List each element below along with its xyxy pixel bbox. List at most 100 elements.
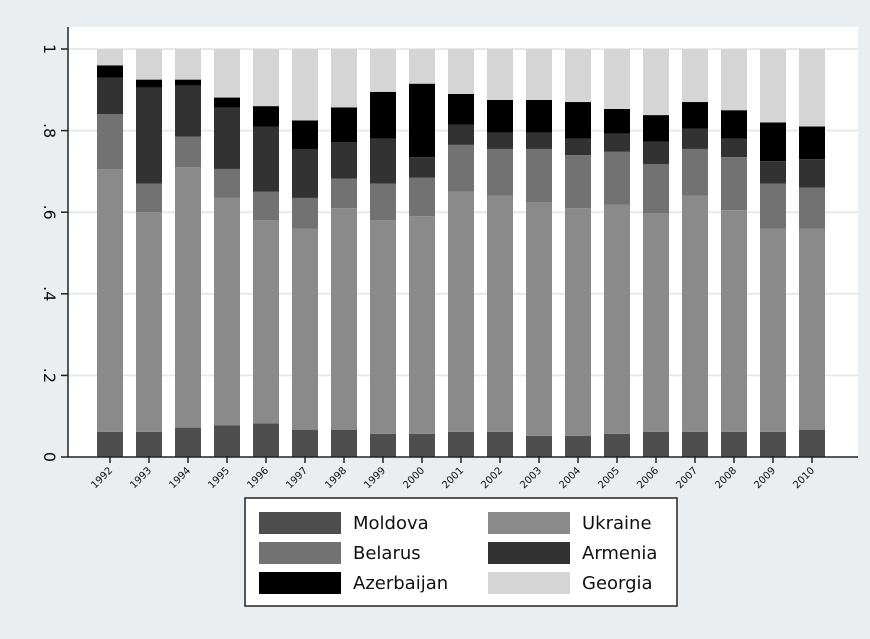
bar-segment [214,197,240,426]
bars [97,49,825,457]
bar-segment [526,49,552,100]
bar-segment [643,213,669,432]
bar-segment [565,208,591,436]
bar-segment [487,195,513,432]
bar-segment [682,49,708,103]
y-tick-label: .4 [40,286,59,301]
bar-segment [799,126,825,160]
legend-label: Azerbaijan [353,573,448,594]
bar-segment [760,183,786,229]
bar-segment [721,210,747,432]
bar-segment [370,49,396,92]
bar-segment [409,83,435,158]
bar-segment [370,220,396,434]
legend-label: Moldova [353,513,429,534]
bar-segment [331,49,357,108]
y-tick-label: .6 [40,205,59,220]
bar-segment [214,107,240,169]
legend-swatch [488,512,570,534]
bar-segment [214,168,240,198]
bar-segment [253,191,279,221]
bar-segment [175,79,201,86]
bar-segment [331,142,357,179]
bar-segment [487,100,513,133]
bar-segment [253,49,279,107]
bar-segment [604,133,630,152]
legend-item: Georgia [488,572,653,594]
legend-swatch [259,512,341,534]
bar-segment [175,136,201,168]
bar-segment [526,132,552,149]
bar-segment [409,157,435,178]
bar-segment [565,102,591,139]
bar-segment [331,107,357,143]
bar-segment [643,141,669,165]
bar-segment [370,138,396,184]
bar-segment [760,161,786,184]
bar-segment [682,102,708,129]
legend-label: Belarus [353,543,421,564]
bar-segment [214,49,240,98]
bar-segment [136,79,162,88]
bar-segment [97,77,123,115]
bar-segment [604,204,630,434]
bar-segment [292,49,318,121]
bar-segment [487,49,513,100]
y-tick-label: 1 [40,44,59,54]
bar-segment [292,148,318,198]
bar-segment [526,435,552,457]
bar-segment [565,138,591,156]
bar-segment [799,228,825,430]
bar-segment [409,49,435,84]
y-tick-label: .2 [40,368,59,383]
bar-segment [214,97,240,108]
bar-segment [253,423,279,457]
bar-segment [370,183,396,221]
bar-segment [448,191,474,432]
bar-segment [175,427,201,457]
bar-segment [643,431,669,457]
bar-segment [682,431,708,457]
bar-segment [409,177,435,217]
bar-segment [643,115,669,142]
bar-segment [682,148,708,196]
bar-segment [97,65,123,78]
bar-segment [136,431,162,457]
y-tick-label: 0 [40,452,59,462]
bar-segment [526,148,552,202]
bar-segment [97,169,123,432]
legend-item: Moldova [259,512,429,534]
bar-segment [487,431,513,457]
bar-segment [253,126,279,192]
bar-segment [799,187,825,229]
bar-segment [604,151,630,205]
bar-segment [448,93,474,125]
legend-swatch [259,542,341,564]
bar-segment [292,228,318,430]
legend-label: Georgia [582,573,653,594]
bar-segment [487,148,513,196]
bar-segment [175,85,201,137]
bar-segment [253,106,279,127]
bar-segment [721,431,747,457]
bar-segment [448,49,474,94]
bar-segment [136,49,162,80]
bar-segment [136,183,162,213]
bar-segment [214,425,240,457]
bar-segment [526,202,552,436]
bar-segment [526,100,552,133]
legend-swatch [488,572,570,594]
bar-segment [292,429,318,457]
bar-segment [136,212,162,432]
bar-segment [721,138,747,158]
bar-segment [799,429,825,457]
bar-segment [136,87,162,184]
bar-segment [370,91,396,139]
bar-segment [175,167,201,428]
bar-segment [760,228,786,432]
bar-segment [760,431,786,457]
bar-segment [799,49,825,127]
bar-segment [409,433,435,457]
